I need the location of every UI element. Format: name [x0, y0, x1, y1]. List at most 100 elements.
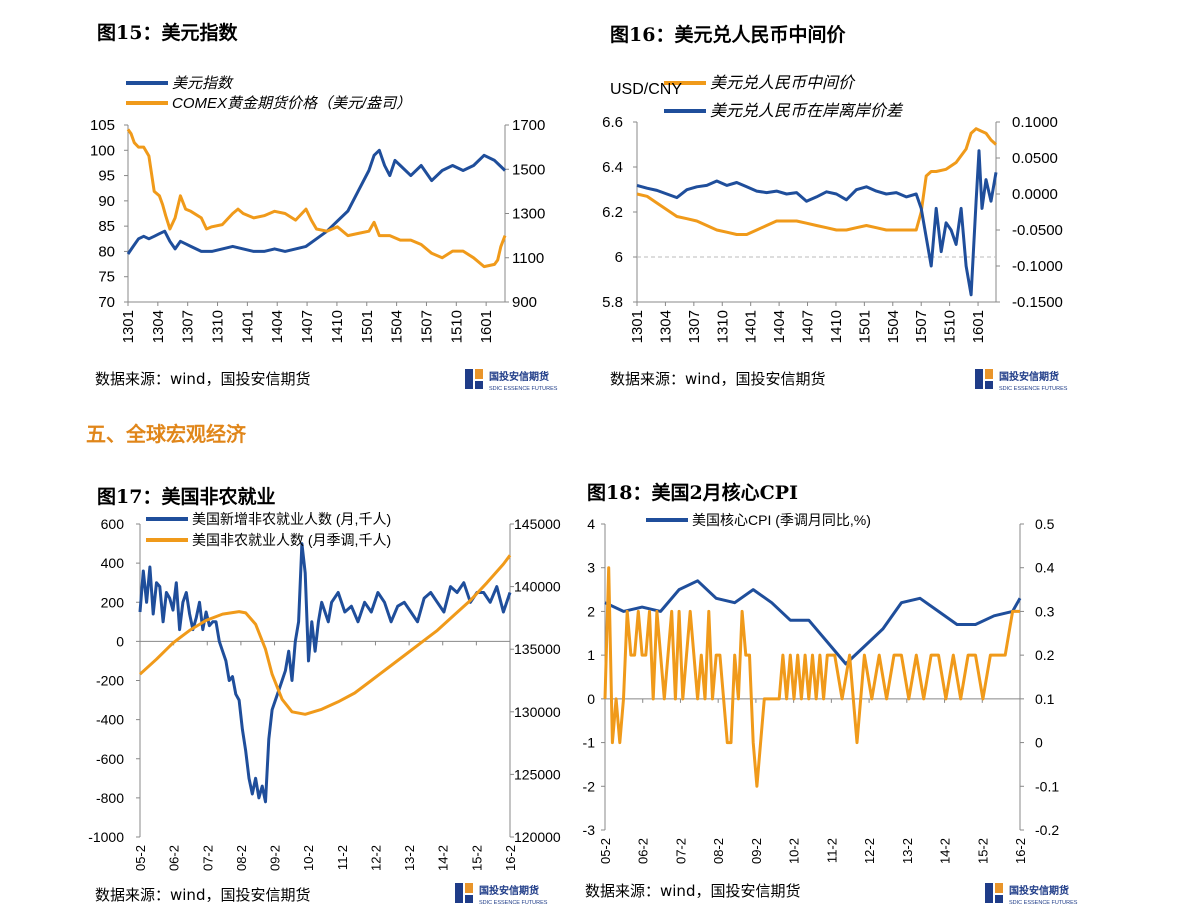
fig18-y-tick-label-left: -3 [583, 822, 596, 838]
fig17-x-tick-label: 14-2 [436, 845, 451, 871]
fig16-x-tick-label: 1310 [714, 310, 731, 343]
fig17-y-tick-label-left: -800 [96, 790, 124, 806]
fig17-y-tick-label-right: 145000 [514, 516, 561, 532]
fig16-x-tick-label: 1501 [856, 310, 873, 343]
fig16-y-tick-label-right: 0.1000 [1012, 114, 1058, 131]
fig18-title: 图18：美国2月核心CPI [587, 482, 798, 504]
fig17-y-tick-label-left: -1000 [88, 829, 124, 845]
fig18-y-tick-label-left: -1 [583, 735, 596, 751]
fig15-x-tick-label: 1401 [239, 310, 256, 343]
fig17-y-tick-label-left: -600 [96, 751, 124, 767]
fig18-x-tick-label: 14-2 [938, 838, 953, 864]
fig15-legend-label: 美元指数 [172, 75, 234, 92]
fig15-source: 数据来源：wind，国投安信期货 [95, 370, 311, 388]
fig18-y-tick-label-left: 1 [587, 647, 595, 663]
brand-logo: 国投安信期货 SDIC ESSENCE FUTURES [465, 366, 575, 398]
brand-logo-en: SDIC ESSENCE FUTURES [479, 900, 548, 906]
fig15-y-tick-label-left: 85 [98, 218, 115, 235]
fig16-y-tick-label-left: 5.8 [602, 294, 623, 311]
brand-logo-name: 国投安信期货 [489, 370, 549, 383]
fig17-x-tick-label: 06-2 [167, 845, 182, 871]
fig18-y-tick-label-right: 0.2 [1035, 647, 1055, 663]
brand-logo-en: SDIC ESSENCE FUTURES [999, 386, 1068, 392]
fig18-x-tick-label: 07-2 [673, 838, 688, 864]
brand-logo: 国投安信期货 SDIC ESSENCE FUTURES [975, 366, 1085, 398]
fig16-x-tick-label: 1304 [657, 310, 674, 343]
fig15-y-tick-label-left: 80 [98, 243, 115, 260]
fig17-x-tick-label: 11-2 [335, 845, 350, 870]
fig17-y-tick-label-right: 140000 [514, 579, 561, 595]
fig17-legend-label: 美国新增非农就业人数 (月,千人) [192, 511, 391, 527]
fig16-y-tick-label-left: 6 [615, 249, 623, 266]
brand-logo-icon: 国投安信期货 SDIC ESSENCE FUTURES [985, 883, 1078, 906]
fig18-y-tick-label-left: -2 [583, 778, 596, 794]
brand-logo-name: 国投安信期货 [479, 884, 539, 897]
fig16-source: 数据来源：wind，国投安信期货 [610, 370, 826, 388]
fig16-x-tick-label: 1510 [942, 310, 959, 343]
fig18-x-tick-label: 05-2 [598, 838, 613, 864]
fig15-y-tick-label-right: 1500 [512, 161, 545, 178]
fig17-x-tick-label: 16-2 [503, 845, 518, 871]
fig18-series-line [604, 579, 1022, 666]
fig16-x-tick-label: 1307 [686, 310, 703, 343]
fig15-x-tick-label: 1304 [150, 310, 167, 343]
fig18-y-tick-label-right: 0.1 [1035, 691, 1055, 707]
fig16-x-tick-label: 1410 [828, 310, 845, 343]
fig15-x-tick-label: 1510 [448, 310, 465, 343]
fig18-y-tick-label-left: 0 [587, 691, 595, 707]
fig16-y-tick-label-right: -0.1000 [1012, 258, 1063, 275]
brand-logo-icon: 国投安信期货 SDIC ESSENCE FUTURES [455, 883, 548, 906]
fig15-x-tick-label: 1507 [418, 310, 435, 343]
fig18-y-tick-label-right: 0.4 [1035, 560, 1055, 576]
brand-logo-en: SDIC ESSENCE FUTURES [489, 386, 558, 392]
fig17-series-line [138, 542, 512, 804]
fig16-x-tick-label: 1404 [771, 310, 788, 343]
fig16-x-tick-label: 1407 [800, 310, 817, 343]
fig16-x-tick-label: 1301 [629, 310, 646, 343]
fig16-y-tick-label-left: 6.4 [602, 159, 623, 176]
fig18-x-tick-label: 10-2 [787, 838, 802, 864]
fig17-y-tick-label-left: 0 [116, 633, 124, 649]
fig17-y-tick-label-right: 120000 [514, 829, 561, 845]
fig17-x-tick-label: 13-2 [402, 845, 417, 871]
fig15-y-tick-label-right: 900 [512, 294, 537, 311]
fig15-y-tick-label-left: 95 [98, 168, 115, 185]
fig15-series-line [126, 148, 507, 255]
fig16-y-tick-label-left: 6.2 [602, 204, 623, 221]
fig18-y-tick-label-left: 3 [587, 560, 595, 576]
brand-logo: 国投安信期货 SDIC ESSENCE FUTURES [455, 880, 565, 912]
fig18-y-tick-label-left: 2 [587, 603, 595, 619]
fig17-x-tick-label: 05-2 [133, 845, 148, 871]
fig17-x-tick-label: 09-2 [268, 845, 283, 871]
fig18-x-tick-label: 08-2 [711, 838, 726, 864]
fig17-series-line [138, 554, 512, 716]
fig17-x-tick-label: 15-2 [469, 845, 484, 871]
fig15-x-tick-label: 1407 [299, 310, 316, 343]
fig18-y-tick-label-right: -0.2 [1035, 822, 1059, 838]
fig15-y-tick-label-left: 105 [90, 117, 115, 134]
fig15-x-tick-label: 1410 [329, 310, 346, 343]
fig15-x-tick-label: 1404 [269, 310, 286, 343]
fig18-legend-label: 美国核心CPI (季调月同比,%) [692, 512, 871, 528]
fig18-x-tick-label: 16-2 [1013, 838, 1028, 864]
fig15-y-tick-label-right: 1300 [512, 206, 545, 223]
fig17-x-tick-label: 10-2 [301, 845, 316, 871]
fig16-x-tick-label: 1504 [885, 310, 902, 343]
fig16-series-line [636, 149, 998, 297]
brand-logo: 国投安信期货 SDIC ESSENCE FUTURES [985, 880, 1095, 912]
fig18-y-tick-label-right: 0.5 [1035, 516, 1055, 532]
fig17-y-tick-label-right: 130000 [514, 704, 561, 720]
fig15-x-tick-label: 1310 [210, 310, 227, 343]
fig17-title: 图17：美国非农就业 [97, 486, 276, 508]
fig15-y-tick-label-right: 1700 [512, 117, 545, 134]
fig15-title: 图15：美元指数 [97, 22, 238, 44]
fig18-y-tick-label-right: 0 [1035, 735, 1043, 751]
fig17-x-tick-label: 07-2 [200, 845, 215, 871]
fig16-y-tick-label-right: 0.0500 [1012, 150, 1058, 167]
fig15-x-tick-label: 1504 [389, 310, 406, 343]
brand-logo-en: SDIC ESSENCE FUTURES [1009, 900, 1078, 906]
fig18-x-tick-label: 09-2 [749, 838, 764, 864]
fig15-legend-label: COMEX黄金期货价格（美元/盎司） [172, 95, 411, 112]
brand-logo-icon: 国投安信期货 SDIC ESSENCE FUTURES [465, 369, 558, 392]
